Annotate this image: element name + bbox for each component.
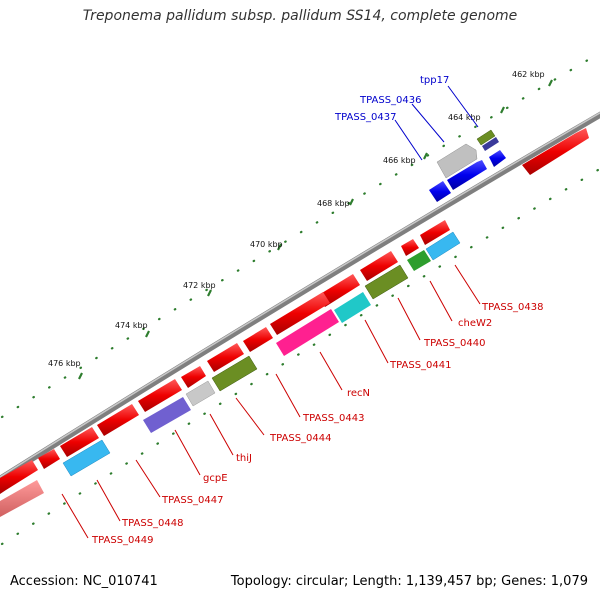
- gene-fwd-9[interactable]: [138, 379, 182, 412]
- inner-tick-row: [0, 168, 600, 546]
- gene-TPASS_0441[interactable]: [334, 292, 371, 323]
- gene-fwd-7[interactable]: [207, 343, 244, 372]
- gene-thiJ[interactable]: [185, 380, 216, 407]
- gene-TPASS_0448[interactable]: [62, 439, 111, 477]
- kbp-major-ticks: [78, 79, 553, 380]
- kbp-label-470: 470 kbp: [250, 240, 283, 249]
- gene-fwd-8[interactable]: [181, 366, 206, 388]
- gene-fwd-10[interactable]: [97, 404, 139, 436]
- accession-text: Accession: NC_010741: [10, 574, 158, 589]
- reverse-strand-genes: [0, 231, 461, 517]
- map-title: Treponema pallidum subsp. pallidum SS14,…: [82, 8, 518, 24]
- gene-right-edge[interactable]: [522, 128, 589, 175]
- gene-TPASS_0438[interactable]: [425, 231, 461, 261]
- outer-tick-row: [0, 52, 600, 419]
- gene-TPASS_0436b[interactable]: [429, 181, 451, 202]
- gene-TPASS_0436[interactable]: [436, 143, 478, 179]
- gene-TPASS_0437[interactable]: [447, 160, 487, 190]
- gene-gcpE[interactable]: [143, 397, 191, 433]
- gene-fwd-6[interactable]: [243, 327, 273, 352]
- bottom-gene-labels: TPASS_0438 cheW2 TPASS_0440 TPASS_0441 r…: [91, 302, 543, 546]
- gene-fwd-3[interactable]: [360, 251, 398, 281]
- gene-TPASS_0443[interactable]: [211, 355, 258, 392]
- outer-strand-genes: [429, 129, 506, 202]
- gene-blue-small[interactable]: [489, 150, 506, 167]
- label-TPASS_0437[interactable]: TPASS_0437: [334, 112, 396, 123]
- genome-backbone-highlight: [0, 112, 600, 478]
- genome-backbone: [0, 111, 600, 483]
- label-TPASS_0447[interactable]: TPASS_0447: [161, 495, 223, 506]
- kbp-label-474: 474 kbp: [115, 321, 148, 330]
- label-tpp17[interactable]: tpp17: [420, 75, 449, 86]
- label-TPASS_0444[interactable]: TPASS_0444: [269, 433, 331, 444]
- gene-tpp17-b[interactable]: [482, 137, 499, 151]
- label-recN[interactable]: recN: [347, 388, 370, 399]
- kbp-label-462: 462 kbp: [512, 70, 545, 79]
- forward-strand-genes: [0, 128, 589, 494]
- label-TPASS_0443[interactable]: TPASS_0443: [302, 413, 364, 424]
- label-TPASS_0448[interactable]: TPASS_0448: [121, 518, 183, 529]
- gene-recN[interactable]: [276, 309, 339, 356]
- kbp-label-468: 468 kbp: [317, 199, 350, 208]
- label-thiJ[interactable]: thiJ: [236, 453, 252, 464]
- label-TPASS_0449[interactable]: TPASS_0449: [91, 535, 153, 546]
- gene-fwd-5[interactable]: [270, 292, 330, 335]
- gene-fwd-4[interactable]: [317, 274, 360, 307]
- bottom-leader-lines: [61, 264, 481, 539]
- label-TPASS_0438[interactable]: TPASS_0438: [481, 302, 543, 313]
- label-gcpE[interactable]: gcpE: [203, 473, 228, 484]
- gene-fwd-2[interactable]: [401, 239, 419, 256]
- gene-TPASS_0449[interactable]: [0, 480, 44, 517]
- gene-TPASS_0440[interactable]: [364, 264, 409, 300]
- gene-fwd-13[interactable]: [0, 460, 38, 494]
- label-TPASS_0440[interactable]: TPASS_0440: [423, 338, 485, 349]
- kbp-label-464: 464 kbp: [448, 113, 481, 122]
- label-cheW2[interactable]: cheW2: [458, 318, 492, 329]
- label-TPASS_0436[interactable]: TPASS_0436: [359, 95, 421, 106]
- gene-cheW2[interactable]: [407, 250, 431, 271]
- gene-fwd-11[interactable]: [60, 427, 99, 457]
- label-TPASS_0441[interactable]: TPASS_0441: [389, 360, 451, 371]
- top-gene-labels: tpp17 TPASS_0436 TPASS_0437: [334, 75, 449, 123]
- kbp-label-476: 476 kbp: [48, 359, 81, 368]
- gene-fwd-12[interactable]: [38, 449, 60, 469]
- gene-fwd-1[interactable]: [420, 220, 450, 245]
- kbp-label-472: 472 kbp: [183, 281, 216, 290]
- top-leader-lines: [394, 85, 479, 161]
- gene-tpp17[interactable]: [476, 129, 496, 146]
- kbp-label-466: 466 kbp: [383, 156, 416, 165]
- genome-stats-text: Topology: circular; Length: 1,139,457 bp…: [230, 574, 588, 589]
